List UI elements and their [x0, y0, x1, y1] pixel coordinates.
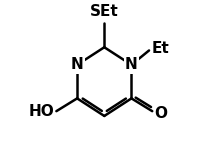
Text: O: O [155, 106, 168, 121]
Text: N: N [125, 57, 138, 72]
Text: SEt: SEt [90, 4, 119, 19]
Text: N: N [71, 57, 83, 72]
Text: Et: Et [151, 41, 169, 56]
Text: HO: HO [28, 104, 54, 119]
